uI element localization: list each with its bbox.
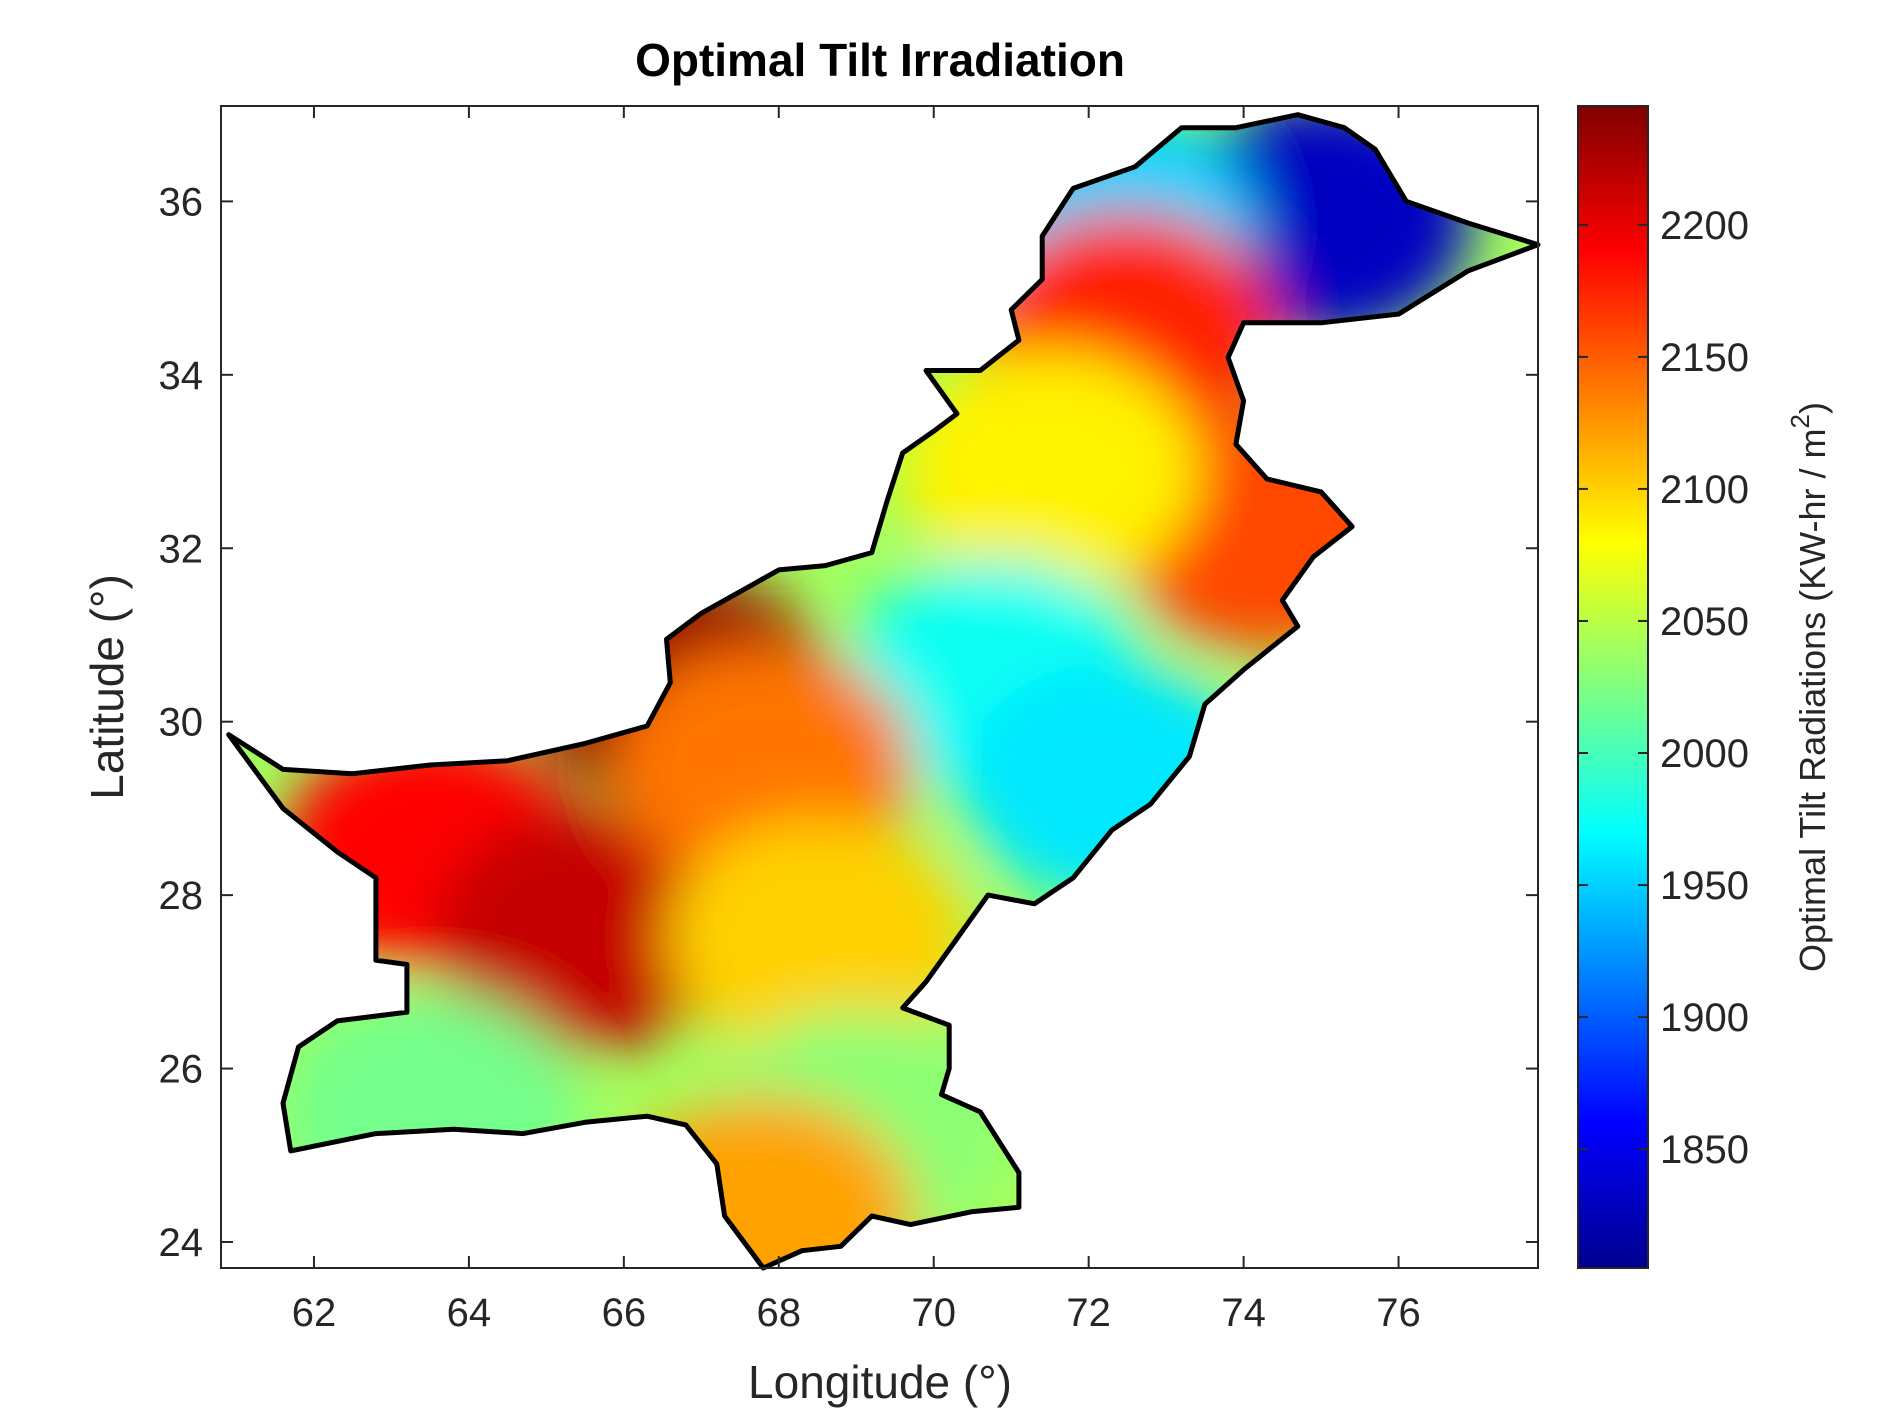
x-axis-label: Longitude (°) [748,1356,1012,1408]
colorbar-label: Optimal Tilt Radiations (KW-hr / m2) [1785,402,1833,972]
country-border [226,112,1541,1271]
x-tick-label: 76 [1376,1291,1421,1335]
x-tick-label: 68 [757,1291,802,1335]
colorbar-tick-label: 2150 [1660,336,1749,380]
colorbar-label-main: Optimal Tilt Radiations (KW-hr / m [1792,429,1833,972]
y-tick-label: 30 [159,701,204,745]
x-tick-label: 66 [602,1291,647,1335]
colorbar-tick-label: 1950 [1660,864,1749,908]
colorbar: 1850 1900 1950 2000 2050 2100 2150 2200 Optimal… [1577,105,1833,1269]
colorbar-frame [1577,105,1649,1269]
plot-frame [220,105,1539,1269]
x-tick-label: 64 [447,1291,492,1335]
colorbar-tick-label: 2000 [1660,732,1749,776]
colorbar-gradient [1578,106,1648,1268]
heat-cell-8 [435,809,736,1050]
y-tick-label: 26 [159,1048,204,1092]
y-tick-label: 34 [159,354,204,398]
map-area: 62 64 66 68 70 72 74 76 24 26 28 30 32 34 36 [159,105,1541,1335]
colorbar-ticks: 1850 1900 1950 2000 2050 2100 2150 2200 [1578,204,1749,1172]
colorbar-label-superscript: 2 [1785,414,1815,428]
y-axis-label: Latitude (°) [81,574,133,800]
y-tick-label: 36 [159,180,204,224]
x-tick-label: 70 [911,1291,956,1335]
x-tick-label: 74 [1221,1291,1266,1335]
colorbar-tick-label: 1900 [1660,996,1749,1040]
x-tick-label: 62 [292,1291,337,1335]
colorbar-tick-label: 2100 [1660,468,1749,512]
y-tick-label: 32 [159,527,204,571]
x-tick-label: 72 [1066,1291,1111,1335]
colorbar-tick-label: 2050 [1660,600,1749,644]
y-tick-label: 28 [159,874,204,918]
x-axis: 62 64 66 68 70 72 74 76 [292,106,1421,1335]
colorbar-label-end: ) [1792,402,1833,414]
y-axis: 24 26 28 30 32 34 36 [159,180,1538,1265]
heat-cell-4 [899,350,1200,591]
chart-title: Optimal Tilt Irradiation [635,34,1125,86]
heat-cell-12 [667,818,968,1059]
colorbar-tick-label: 1850 [1660,1128,1749,1172]
y-tick-label: 24 [159,1221,204,1265]
colorbar-tick-label: 2200 [1660,204,1749,248]
